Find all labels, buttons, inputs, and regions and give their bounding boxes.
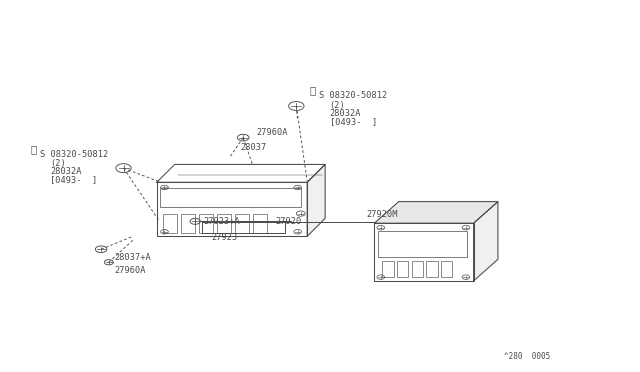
Bar bbox=[378, 231, 467, 257]
Text: S 08320-50812: S 08320-50812 bbox=[40, 150, 108, 158]
Text: 27923+A: 27923+A bbox=[204, 217, 240, 225]
Text: [0493-  ]: [0493- ] bbox=[50, 176, 97, 185]
Bar bbox=[374, 223, 474, 281]
Bar bbox=[235, 214, 249, 233]
Text: (2): (2) bbox=[50, 159, 66, 168]
Text: 28032A: 28032A bbox=[50, 167, 81, 176]
Bar bbox=[441, 261, 452, 277]
Polygon shape bbox=[374, 202, 498, 223]
Polygon shape bbox=[474, 202, 498, 281]
Bar bbox=[397, 261, 408, 277]
Text: 28032A: 28032A bbox=[330, 109, 361, 118]
Text: ^280  0005: ^280 0005 bbox=[504, 352, 550, 361]
Text: 27920: 27920 bbox=[275, 217, 301, 225]
Bar bbox=[181, 214, 195, 233]
Bar bbox=[157, 182, 307, 236]
Text: 27923: 27923 bbox=[211, 232, 237, 241]
Text: Ⓢ: Ⓢ bbox=[309, 86, 316, 95]
Text: 27920M: 27920M bbox=[366, 210, 397, 219]
Text: (2): (2) bbox=[330, 101, 346, 110]
Bar bbox=[382, 261, 394, 277]
Text: 28037: 28037 bbox=[240, 143, 266, 152]
Polygon shape bbox=[307, 164, 325, 236]
Text: 27960A: 27960A bbox=[114, 266, 145, 275]
Bar bbox=[426, 261, 438, 277]
Bar bbox=[199, 214, 213, 233]
Text: [0493-  ]: [0493- ] bbox=[330, 117, 377, 126]
Text: Ⓢ: Ⓢ bbox=[31, 144, 37, 154]
Bar bbox=[412, 261, 423, 277]
Bar bbox=[163, 214, 177, 233]
Text: 28037+A: 28037+A bbox=[114, 253, 150, 262]
Bar bbox=[160, 188, 301, 206]
Text: 27960A: 27960A bbox=[256, 128, 287, 137]
Bar bbox=[217, 214, 231, 233]
Bar bbox=[253, 214, 267, 233]
Text: S 08320-50812: S 08320-50812 bbox=[319, 91, 387, 100]
